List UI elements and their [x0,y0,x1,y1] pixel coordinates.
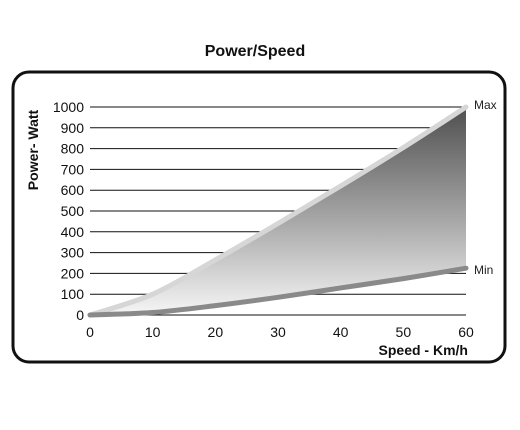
y-tick-label-200: 200 [61,265,85,281]
y-tick-label-100: 100 [61,286,85,302]
x-tick-labels: 0 10 20 30 40 50 60 [86,324,474,340]
y-tick-label-800: 800 [61,141,85,157]
y-tick-labels: 0 100 200 300 400 500 600 700 800 900 1000 [53,99,84,323]
x-tick-label-60: 60 [458,324,474,340]
chart-frame [11,70,507,364]
x-tick-label-40: 40 [333,324,349,340]
x-tick-label-30: 30 [270,324,286,340]
y-tick-label-600: 600 [61,182,85,198]
y-tick-label-400: 400 [61,224,85,240]
series-lines [87,104,469,318]
x-axis-label: Speed - Km/h [379,342,468,358]
x-tick-label-10: 10 [145,324,161,340]
y-tick-label-700: 700 [61,161,85,177]
x-tick-label-0: 0 [86,324,94,340]
series-line-max [87,104,469,318]
chart-title: Power/Speed [205,43,305,60]
y-tick-label-900: 900 [61,120,85,136]
y-tick-label-300: 300 [61,245,85,261]
x-tick-label-20: 20 [208,324,224,340]
y-axis-label: Power- Watt [25,109,41,190]
x-tick-label-50: 50 [396,324,412,340]
area-between-series [90,107,466,315]
y-tick-label-1000: 1000 [53,99,84,115]
y-tick-label-0: 0 [76,307,84,323]
area-fill [90,107,466,315]
series-label-max: Max [474,98,497,112]
series-line-min [87,265,469,318]
y-tick-label-500: 500 [61,203,85,219]
series-label-min: Min [474,263,493,277]
